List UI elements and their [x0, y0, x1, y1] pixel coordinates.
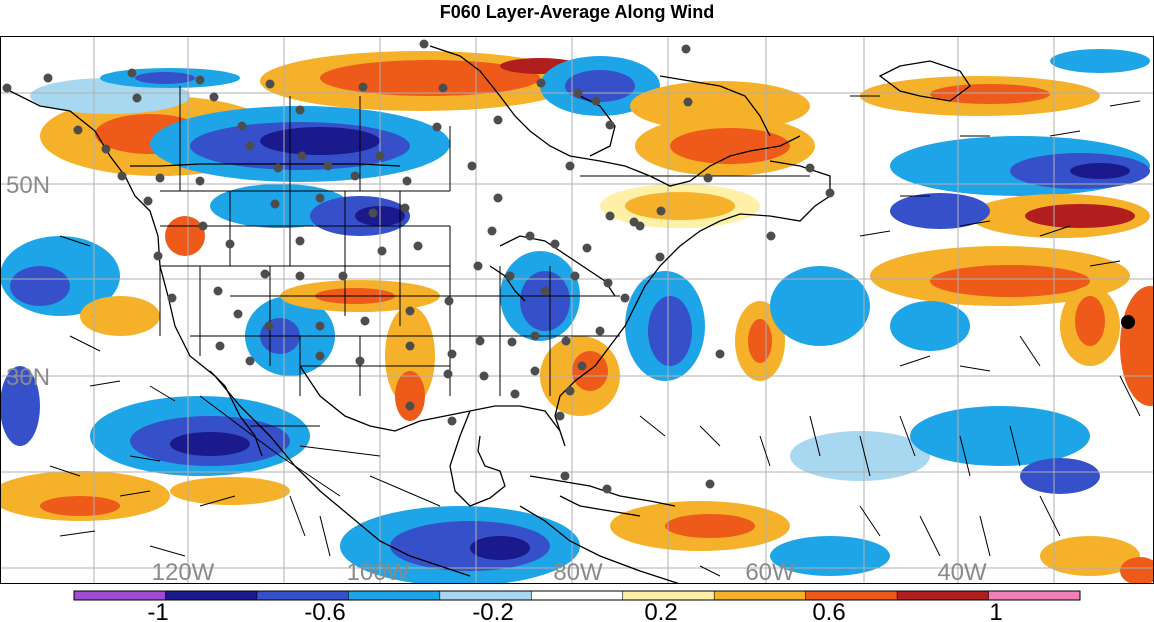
- colorbar-tick-1: 1: [989, 599, 1002, 622]
- colorbar-swatch: [531, 591, 624, 600]
- colorbar-tick-neg06: -0.6: [304, 599, 345, 622]
- colorbar-swatch: [74, 591, 166, 600]
- chart-title: F060 Layer-Average Along Wind: [439, 2, 715, 22]
- colorbar-swatch: [256, 591, 349, 600]
- colorbar-tick-neg1: -1: [147, 599, 168, 622]
- colorbar-swatch: [988, 591, 1081, 600]
- station-markers: [2, 39, 835, 494]
- colorbar-swatches: [74, 591, 1081, 600]
- colorbar: -1 -0.6 -0.2 0.2 0.6 1: [73, 590, 1081, 622]
- political-boundaries: [159, 86, 810, 507]
- colorbar-swatch: [348, 591, 441, 600]
- shaded-field: [1, 49, 1153, 583]
- colorbar-tick-neg02: -0.2: [472, 599, 513, 622]
- colorbar-swatch: [165, 591, 258, 600]
- lon-label-100w: 100W: [347, 559, 410, 584]
- lon-label-120w: 120W: [152, 559, 215, 584]
- lat-label-30n: 30N: [6, 364, 50, 391]
- colorbar-swatch: [805, 591, 898, 600]
- colorbar-swatch: [622, 591, 715, 600]
- lon-label-60w: 60W: [745, 559, 795, 584]
- map-panel: 120W 100W 80W 60W 40W 50N 30N: [0, 36, 1154, 584]
- colorbar-swatch: [897, 591, 990, 600]
- lon-label-40w: 40W: [937, 559, 987, 584]
- lat-label-50n: 50N: [6, 172, 50, 199]
- colorbar-swatch: [439, 591, 532, 600]
- lon-label-80w: 80W: [553, 559, 603, 584]
- highlight-marker: [1121, 315, 1135, 329]
- wind-barbs: [49, 95, 1141, 577]
- colorbar-swatch: [714, 591, 807, 600]
- colorbar-tick-06: 0.6: [812, 599, 845, 622]
- colorbar-frame: [73, 590, 1081, 601]
- colorbar-tick-02: 0.2: [644, 599, 677, 622]
